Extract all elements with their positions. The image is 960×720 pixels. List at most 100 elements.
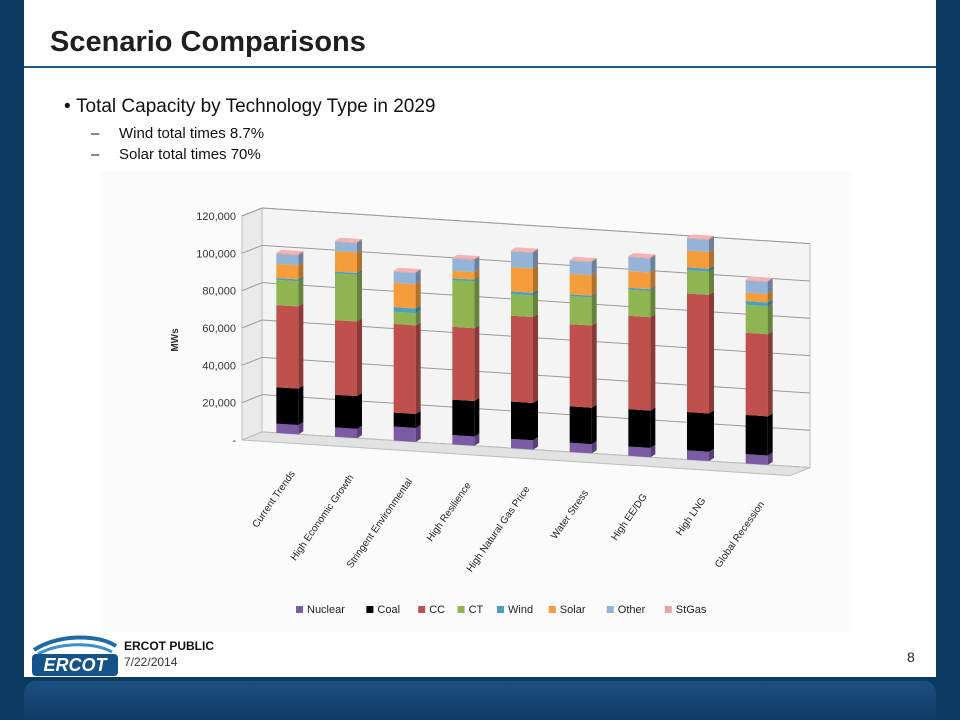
bar-segment — [628, 257, 651, 273]
bar-segment-side — [474, 256, 480, 261]
y-tick-label: 20,000 — [202, 398, 236, 410]
bar-segment — [276, 253, 299, 266]
x-category-label: High Economic Growth — [289, 473, 357, 563]
bar-segment — [628, 446, 651, 458]
legend-label: StGas — [676, 604, 707, 616]
bar-segment — [628, 271, 651, 290]
bar-segment-side — [709, 268, 714, 295]
bar-top — [393, 267, 421, 273]
bar-segment-side — [533, 249, 538, 269]
bar-segment-side — [357, 425, 362, 439]
bar-segment — [745, 301, 768, 307]
bar-segment-side — [709, 265, 714, 272]
bar-segment — [687, 238, 709, 252]
bar-segment-side — [474, 325, 480, 402]
bar-segment — [687, 237, 709, 240]
bar-segment — [687, 250, 709, 269]
x-category-label: Water Stress — [549, 488, 591, 541]
bar-segment-side — [298, 251, 304, 256]
bar-segment-side — [415, 424, 421, 442]
ercot-logo: ERCOT — [32, 635, 118, 676]
bar-segment-side — [298, 303, 304, 389]
legend-label: Coal — [377, 604, 400, 616]
title-divider — [24, 66, 936, 68]
bar-segment — [452, 280, 475, 329]
bar-segment-side — [298, 262, 304, 280]
bar-segment — [276, 387, 299, 426]
bottom-band — [24, 681, 936, 720]
bar-segment — [335, 427, 357, 439]
bullet-dot-icon: • — [64, 96, 71, 117]
gridline-side — [241, 282, 263, 292]
bar-segment-side — [298, 278, 304, 307]
bar-segment — [335, 394, 357, 429]
bar-segment — [687, 293, 709, 414]
bar-segment — [745, 279, 768, 282]
legend-swatch — [606, 606, 614, 613]
bar-segment — [452, 435, 475, 446]
x-category-label: High Resilience — [425, 480, 474, 544]
bar-segment-side — [591, 292, 597, 298]
main-bullet-text: Total Capacity by Technology Type in 202… — [76, 96, 436, 117]
bar-segment — [276, 252, 299, 256]
legend-label: CC — [429, 604, 445, 616]
bar-segment — [276, 263, 299, 280]
gridline — [261, 207, 811, 245]
bar-segment — [393, 412, 416, 428]
bar-top — [452, 254, 480, 260]
slide-title: Scenario Comparisons — [50, 26, 366, 58]
legend-label: Other — [618, 604, 646, 616]
bar-segment-side — [357, 318, 362, 397]
x-category-label: Stringent Environmental — [345, 477, 415, 571]
bar-segment-side — [650, 444, 656, 458]
x-category-label: Global Recession — [713, 500, 767, 571]
bar-segment-side — [709, 448, 714, 462]
bar-segment — [452, 399, 475, 437]
bar-segment — [569, 442, 592, 454]
bar-segment-side — [474, 433, 480, 446]
bar-segment — [335, 320, 357, 397]
bar-segment — [335, 241, 357, 253]
dash-icon: – — [91, 125, 100, 142]
legend-swatch — [664, 606, 672, 613]
slide: Scenario Comparisons • Total Capacity by… — [24, 0, 936, 677]
legend-swatch — [497, 606, 504, 613]
bar-segment-side — [591, 259, 597, 276]
bar-segment — [335, 273, 357, 322]
bar-segment-side — [767, 331, 773, 417]
bar-segment-side — [298, 385, 304, 426]
bar-segment — [569, 294, 592, 298]
bar-segment-side — [474, 398, 480, 437]
bar-segment — [276, 423, 299, 435]
legend-label: Solar — [560, 604, 586, 616]
bar-segment — [569, 406, 592, 445]
bar-segment — [452, 258, 475, 273]
bar-segment-side — [709, 236, 714, 252]
bar-segment-side — [767, 413, 773, 456]
y-tick-label: 80,000 — [202, 286, 236, 298]
bar-segment — [628, 409, 651, 448]
bar-segment-side — [650, 288, 656, 318]
bar-segment — [393, 323, 416, 414]
bar-segment-side — [767, 299, 773, 307]
bar-segment-side — [767, 452, 773, 465]
bar-segment — [569, 296, 592, 326]
bar-segment — [511, 250, 533, 253]
bar-segment-side — [650, 407, 656, 448]
bar-segment — [569, 324, 592, 408]
gridline-side — [241, 319, 263, 329]
x-category-label: Current Trends — [251, 469, 298, 530]
bar-top — [335, 237, 362, 243]
bar-segment-side — [591, 322, 597, 408]
legend-swatch — [366, 606, 374, 613]
bar-segment — [511, 294, 533, 318]
bar-segment — [511, 401, 533, 441]
bar-segment-side — [357, 240, 362, 253]
bar-segment-side — [533, 248, 538, 253]
bar-segment — [452, 257, 475, 261]
bar-segment-side — [474, 276, 480, 282]
bar-segment-side — [709, 235, 714, 240]
bar-segment — [335, 251, 357, 273]
footer-classification: ERCOT PUBLIC — [124, 639, 214, 653]
bar-segment — [393, 282, 416, 309]
